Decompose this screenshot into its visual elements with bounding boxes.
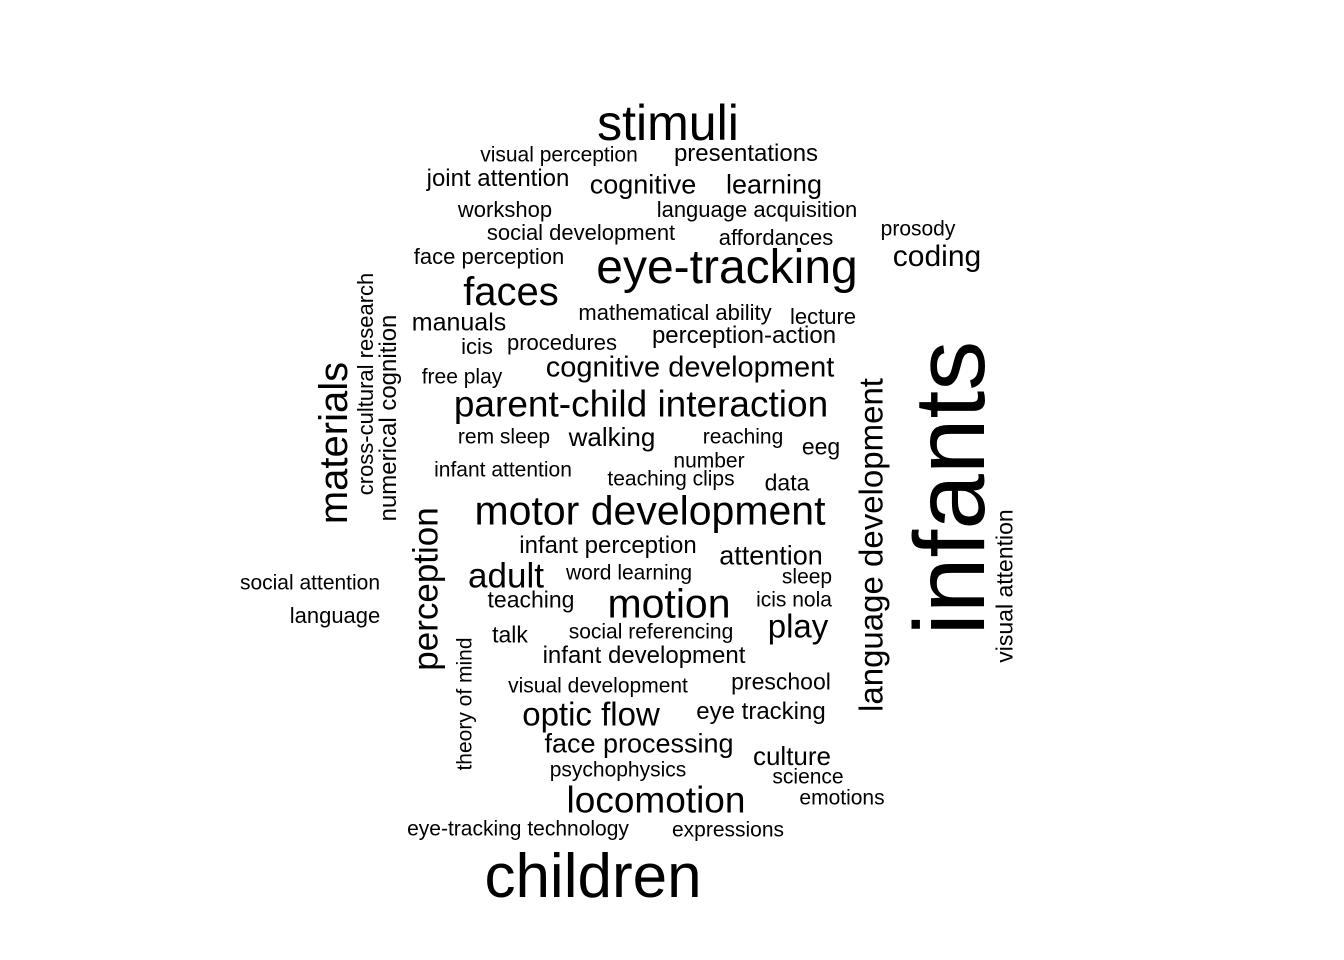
- word-presentations: presentations: [673, 140, 819, 167]
- word-affordances: affordances: [718, 225, 834, 250]
- word-stimuli: stimuli: [597, 95, 739, 151]
- word-infant-development: infant development: [542, 642, 746, 669]
- word-reaching: reaching: [702, 425, 784, 449]
- word-visual-attention: visual attention: [991, 509, 1018, 663]
- word-sleep: sleep: [781, 565, 833, 589]
- word-children: children: [484, 842, 702, 911]
- word-manuals: manuals: [411, 308, 507, 337]
- word-eye-tracking: eye-tracking: [596, 241, 858, 294]
- word-faces: faces: [463, 270, 559, 314]
- word-face-perception: face perception: [413, 244, 565, 269]
- word-eye-tracking-2: eye tracking: [696, 698, 826, 725]
- word-expressions: expressions: [671, 818, 785, 842]
- word-infant-attention: infant attention: [434, 458, 572, 482]
- word-workshop: workshop: [457, 197, 553, 222]
- word-language-development: language development: [852, 378, 890, 712]
- word-materials: materials: [312, 361, 356, 525]
- word-joint-attention: joint attention: [426, 165, 570, 192]
- word-learning: learning: [725, 169, 823, 200]
- word-language-acquisition: language acquisition: [656, 197, 858, 222]
- word-free-play: free play: [421, 365, 503, 389]
- word-teaching-clips: teaching clips: [607, 467, 735, 491]
- word-visual-development: visual development: [508, 674, 688, 698]
- word-eye-tracking-technology: eye-tracking technology: [407, 817, 629, 841]
- word-infants: infants: [894, 340, 1006, 636]
- word-teaching: teaching: [487, 586, 575, 613]
- word-cross-cultural-research: cross-cultural research: [353, 272, 378, 496]
- word-motion: motion: [607, 580, 731, 627]
- word-perception: perception: [406, 507, 446, 671]
- word-psychophysics: psychophysics: [549, 758, 687, 782]
- word-data: data: [764, 469, 810, 496]
- word-cognitive-development: cognitive development: [545, 351, 835, 384]
- word-science: science: [772, 765, 844, 789]
- word-rem-sleep: rem sleep: [457, 425, 551, 449]
- word-number: number: [673, 449, 745, 473]
- word-icis: icis: [461, 334, 493, 359]
- word-icis-nola: icis nola: [756, 588, 832, 612]
- word-emotions: emotions: [799, 786, 885, 810]
- word-locomotion: locomotion: [566, 779, 746, 821]
- word-cognitive: cognitive: [589, 169, 697, 200]
- word-coding: coding: [892, 240, 982, 273]
- word-perception-action: perception-action: [651, 322, 837, 349]
- word-parent-child-interaction: parent-child interaction: [453, 383, 829, 425]
- word-play: play: [767, 607, 829, 645]
- word-language: language: [289, 603, 381, 628]
- word-numerical-cognition: numerical cognition: [375, 314, 402, 522]
- word-attention: attention: [719, 540, 823, 571]
- word-optic-flow: optic flow: [522, 695, 660, 733]
- word-culture: culture: [752, 741, 832, 771]
- word-social-development: social development: [486, 220, 676, 245]
- word-motor-development: motor development: [474, 487, 826, 534]
- word-talk: talk: [492, 621, 528, 648]
- word-prosody: prosody: [880, 217, 956, 241]
- word-mathematical-ability: mathematical ability: [578, 300, 772, 325]
- word-social-attention: social attention: [239, 571, 381, 595]
- word-walking: walking: [568, 422, 656, 452]
- word-procedures: procedures: [506, 330, 618, 355]
- word-word-learning: word learning: [565, 561, 693, 585]
- word-adult: adult: [468, 556, 544, 596]
- word-lecture: lecture: [789, 304, 857, 329]
- word-visual-perception: visual perception: [480, 143, 638, 167]
- word-theory-of-mind: theory of mind: [453, 637, 477, 771]
- word-face-processing: face processing: [544, 728, 734, 759]
- word-eeg: eeg: [801, 433, 841, 460]
- word-infant-perception: infant perception: [519, 532, 697, 559]
- word-preschool: preschool: [731, 668, 831, 695]
- word-social-referencing: social referencing: [568, 620, 734, 644]
